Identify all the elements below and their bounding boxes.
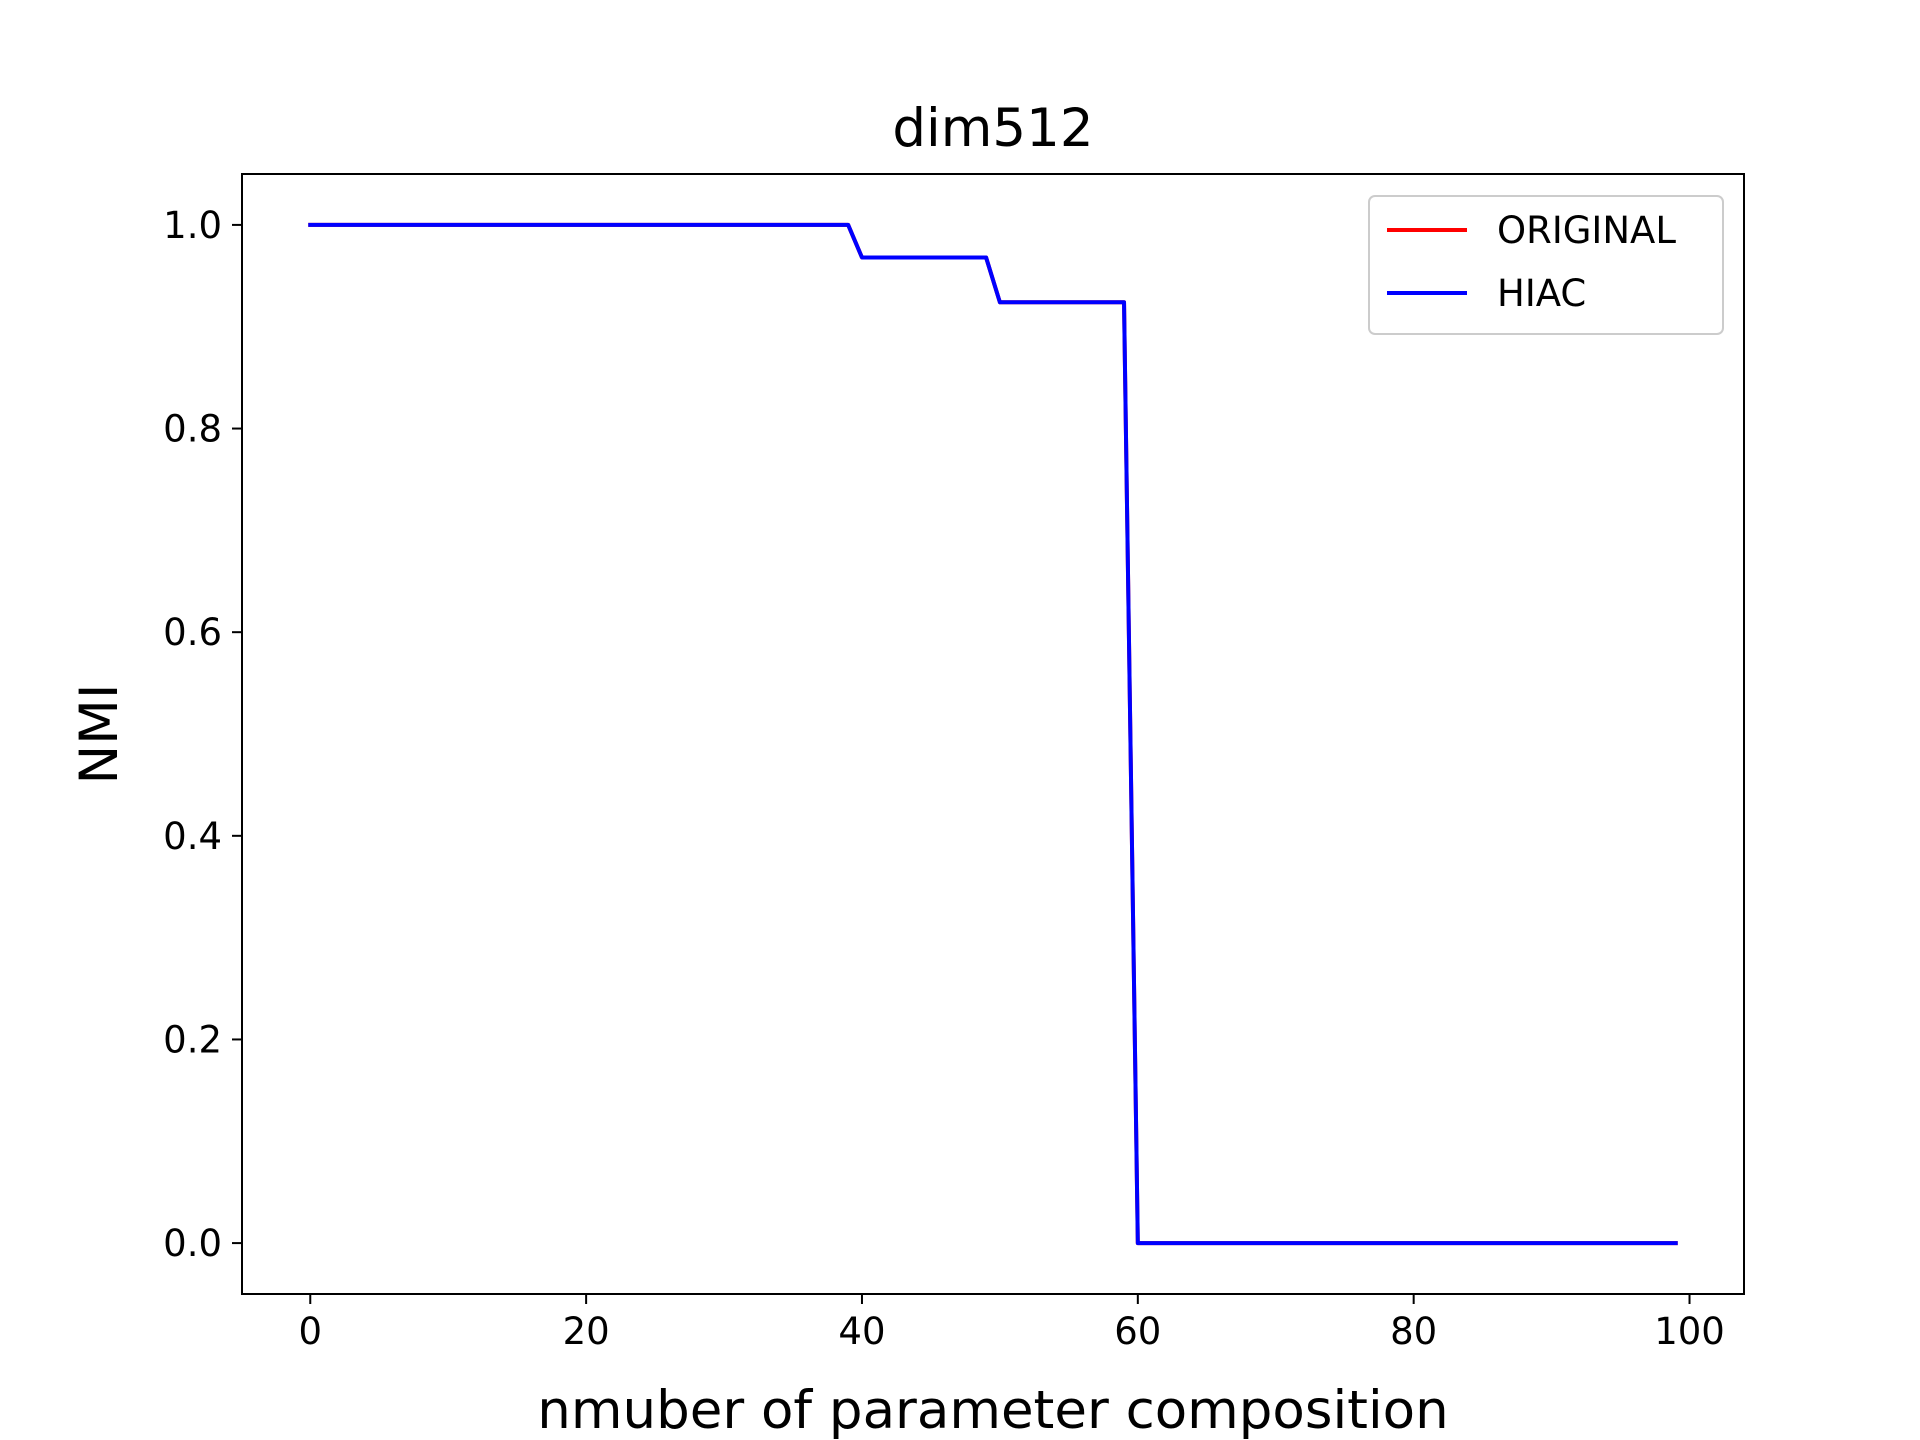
- y-tick-label: 0.0: [163, 1222, 222, 1265]
- y-tick-label: 0.8: [163, 408, 222, 451]
- y-tick-label: 0.4: [163, 815, 222, 858]
- x-tick-label: 80: [1390, 1310, 1437, 1353]
- plot-frame: [241, 173, 1745, 1295]
- x-tick-label: 0: [298, 1310, 322, 1353]
- legend: ORIGINAL HIAC: [1368, 195, 1724, 335]
- series-line-hiac: [308, 222, 1678, 1246]
- legend-label-hiac: HIAC: [1497, 272, 1586, 315]
- chart-title: dim512: [892, 98, 1093, 159]
- y-tick-label: 0.6: [163, 611, 222, 654]
- y-axis-label: NMI: [69, 683, 130, 784]
- plot-lines: [308, 222, 1678, 1246]
- x-axis-label: nmuber of parameter composition: [537, 1380, 1448, 1440]
- x-tick-label: 100: [1654, 1310, 1725, 1353]
- y-tick-label: 1.0: [163, 204, 222, 247]
- x-tick-label: 60: [1114, 1310, 1161, 1353]
- y-tick-label: 0.2: [163, 1018, 222, 1061]
- x-tick-label: 20: [563, 1310, 610, 1353]
- x-tick-label: 40: [838, 1310, 885, 1353]
- y-axis-ticks: 0.0 0.2 0.4 0.6 0.8 1.0: [163, 204, 242, 1265]
- legend-label-original: ORIGINAL: [1497, 209, 1676, 252]
- x-axis-ticks: 0 20 40 60 80 100: [298, 1294, 1725, 1353]
